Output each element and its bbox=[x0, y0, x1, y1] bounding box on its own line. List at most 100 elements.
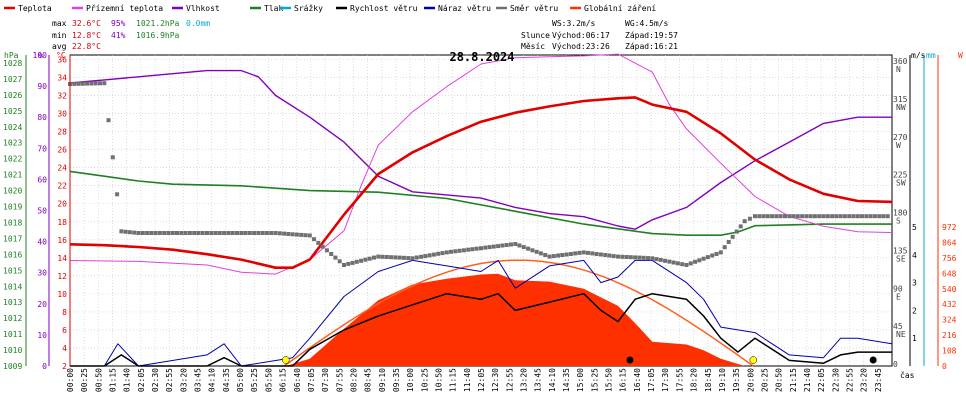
info-moonrise: Východ:23:26 bbox=[552, 42, 610, 51]
wind-direction-point bbox=[804, 214, 809, 219]
celsius-tick-label: 22 bbox=[57, 182, 67, 191]
stat-max-rain: 0.0mm bbox=[186, 19, 210, 28]
pct-tick-label: 10 bbox=[37, 331, 47, 340]
time-tick-label: 15:25 bbox=[590, 368, 599, 392]
direction-tick-label: 225 bbox=[893, 171, 908, 180]
time-tick-label: 16:40 bbox=[633, 368, 642, 392]
direction-compass-label: SE bbox=[896, 254, 906, 263]
wind-direction-point bbox=[628, 255, 633, 260]
wind-direction-point bbox=[517, 243, 522, 248]
wind-direction-point bbox=[85, 81, 90, 86]
hpa-tick-label: 1023 bbox=[3, 139, 22, 148]
time-tick-label: 22:30 bbox=[831, 368, 840, 392]
wind-gust-line bbox=[70, 259, 893, 367]
time-tick-label: 14:35 bbox=[562, 368, 571, 392]
wind-direction-point bbox=[581, 250, 586, 255]
wind-direction-point bbox=[817, 214, 822, 219]
wind-direction-point bbox=[179, 231, 184, 235]
wind-direction-point bbox=[675, 261, 680, 266]
direction-tick-label: 180 bbox=[893, 209, 908, 218]
wind-direction-point bbox=[667, 259, 672, 264]
wind-direction-point bbox=[269, 231, 274, 235]
celsius-tick-label: 20 bbox=[57, 200, 67, 209]
time-tick-label: 21:40 bbox=[803, 368, 812, 392]
wind-direction-point bbox=[747, 216, 752, 221]
wind-direction-point bbox=[294, 232, 299, 237]
wind-direction-point bbox=[611, 254, 616, 259]
wind-direction-point bbox=[196, 231, 201, 235]
hpa-tick-label: 1013 bbox=[3, 298, 22, 307]
time-tick-label: 14:10 bbox=[548, 368, 557, 392]
hpa-tick-label: 1020 bbox=[3, 187, 22, 196]
wind-direction-point bbox=[444, 250, 449, 255]
wind-direction-point bbox=[299, 232, 304, 237]
direction-compass-label: N bbox=[896, 65, 901, 74]
legend-label: Globální záření bbox=[584, 4, 656, 13]
wind-direction-point bbox=[136, 231, 141, 235]
wind-direction-point bbox=[175, 231, 179, 235]
wind-direction-point bbox=[808, 214, 813, 219]
wind-direction-point bbox=[213, 231, 218, 235]
time-tick-label: 01:15 bbox=[109, 368, 118, 392]
time-tick-label: 17:30 bbox=[661, 368, 670, 392]
wind-direction-point bbox=[761, 214, 766, 219]
celsius-tick-label: 2 bbox=[62, 362, 67, 371]
wind-direction-point bbox=[453, 249, 458, 254]
direction-compass-label: NE bbox=[896, 330, 906, 339]
legend-label: Vlhkost bbox=[186, 4, 220, 13]
ground-temperature-line bbox=[69, 53, 893, 275]
wind-direction-point bbox=[838, 214, 843, 219]
wind-direction-point bbox=[547, 254, 552, 259]
wind-direction-point bbox=[449, 249, 453, 254]
watt-tick-label: 432 bbox=[942, 300, 957, 309]
mm-unit: mm bbox=[926, 51, 936, 60]
wind-direction-point bbox=[718, 250, 723, 255]
hpa-tick-label: 1022 bbox=[3, 155, 22, 164]
wind-direction-point bbox=[830, 214, 835, 219]
time-tick-label: 09:35 bbox=[392, 368, 401, 392]
wind-direction-point bbox=[406, 256, 411, 261]
wind-direction-point bbox=[568, 252, 573, 256]
wind-direction-point bbox=[564, 252, 569, 257]
time-tick-label: 18:20 bbox=[690, 368, 699, 392]
wind-direction-point bbox=[303, 233, 308, 238]
wind-direction-point bbox=[641, 255, 646, 260]
wind-direction-point bbox=[76, 81, 81, 86]
wind-direction-point bbox=[693, 259, 698, 264]
wind-direction-point bbox=[286, 232, 291, 236]
wind-direction-point bbox=[812, 214, 817, 219]
wind-direction-point bbox=[851, 214, 856, 219]
wind-direction-point bbox=[127, 230, 132, 235]
wind-direction-point bbox=[791, 214, 796, 219]
wind-direction-point bbox=[742, 219, 747, 224]
wind-direction-point bbox=[235, 231, 239, 235]
wind-direction-point bbox=[470, 247, 475, 252]
pct-tick-label: 50 bbox=[37, 207, 47, 216]
wind-speed-tick-label: 4 bbox=[912, 251, 917, 260]
wind-direction-point bbox=[624, 255, 629, 259]
legend: Teplota Přízemní teplota Vlhkost Tlak Srážky… bbox=[4, 4, 656, 13]
wind-direction-point bbox=[431, 252, 436, 257]
wind-direction-point bbox=[680, 262, 685, 267]
wind-direction-point bbox=[513, 242, 518, 246]
wind-direction-point bbox=[855, 214, 860, 219]
wind-direction-point bbox=[671, 260, 676, 265]
wind-direction-point bbox=[329, 252, 334, 256]
wind-direction-point bbox=[877, 214, 882, 219]
wind-direction-point bbox=[140, 231, 145, 235]
stat-max-press: 1021.2hPa bbox=[136, 19, 180, 28]
info-sunrise: Východ:06:17 bbox=[552, 31, 610, 40]
wind-direction-point bbox=[162, 231, 167, 235]
time-tick-label: 00:50 bbox=[94, 368, 103, 392]
celsius-tick-label: 30 bbox=[57, 110, 67, 119]
wind-direction-point bbox=[538, 251, 543, 256]
wind-direction-point bbox=[534, 249, 539, 254]
wind-direction-point bbox=[282, 231, 287, 236]
time-tick-label: 17:55 bbox=[675, 368, 684, 392]
sunrise-marker bbox=[282, 356, 290, 364]
wind-direction-point bbox=[738, 224, 743, 229]
wind-direction-point bbox=[603, 253, 608, 257]
wind-direction-point bbox=[380, 254, 385, 259]
wind-direction-point bbox=[324, 248, 329, 253]
wind-direction-point bbox=[389, 255, 394, 260]
